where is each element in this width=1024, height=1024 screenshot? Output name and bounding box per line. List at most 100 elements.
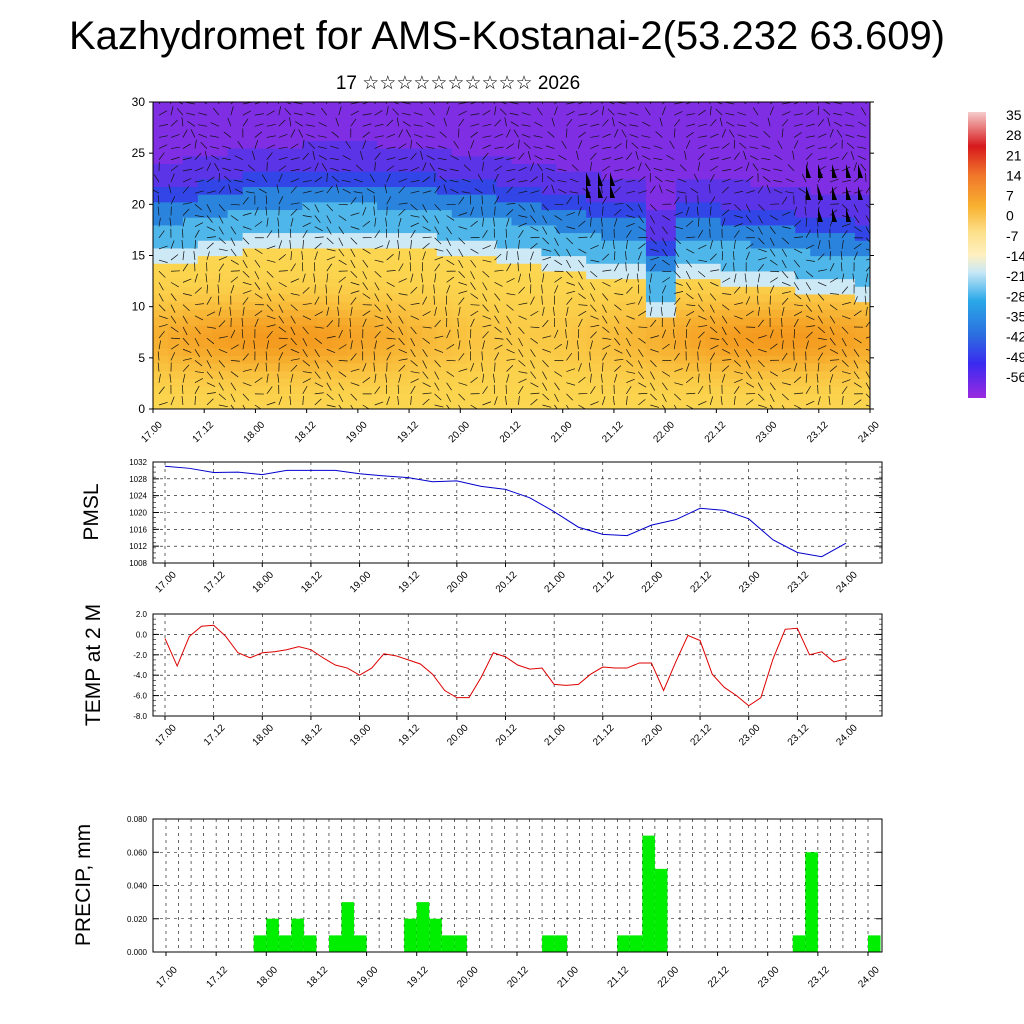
field-cell: [735, 370, 752, 379]
field-cell: [541, 155, 557, 164]
field-cell: [571, 332, 587, 341]
field-cell: [257, 132, 274, 141]
wind-barb: [265, 362, 268, 372]
wind-barb: [401, 112, 411, 116]
wind-barb: [434, 371, 440, 380]
wind-barb: [721, 251, 724, 261]
field-cell: [362, 339, 378, 349]
field-cell: [780, 263, 796, 272]
field-cell: [436, 125, 453, 134]
wind-barb: [302, 360, 311, 367]
field-cell: [227, 163, 244, 172]
wind-barb: [602, 352, 608, 361]
wind-barb: [266, 304, 274, 312]
wind-barb: [542, 185, 549, 194]
wind-barb: [470, 259, 477, 268]
field-cell: [496, 385, 513, 395]
wind-barb: [242, 340, 246, 350]
y-tick-label: 2.0: [136, 610, 148, 619]
field-cell: [645, 132, 662, 141]
field-cell: [810, 332, 826, 341]
wind-barb: [242, 226, 252, 230]
wind-barb: [804, 206, 807, 216]
field-cell: [601, 316, 617, 326]
field-cell: [496, 362, 513, 372]
field-cell: [377, 263, 393, 272]
field-cell: [571, 370, 587, 379]
wind-barb: [506, 348, 515, 354]
field-cell: [182, 224, 199, 234]
wind-barb: [566, 282, 576, 286]
wind-barb: [153, 189, 160, 194]
wind-barb: [415, 142, 423, 149]
wind-barb: [422, 311, 431, 317]
field-cell: [705, 362, 722, 372]
field-cell: [436, 109, 453, 118]
field-cell: [690, 332, 707, 341]
field-cell: [496, 316, 513, 326]
field-cell: [153, 378, 169, 387]
field-cell: [705, 301, 722, 310]
field-cell: [660, 362, 677, 372]
field-cell: [645, 125, 662, 134]
field-cell: [571, 201, 587, 211]
wind-barb: [170, 165, 179, 172]
wind-barb: [302, 337, 308, 347]
x-tick-label: 19.12: [405, 964, 431, 990]
wind-barb: [494, 196, 500, 205]
field-cell: [182, 324, 199, 333]
field-cell: [750, 401, 767, 409]
field-cell: [287, 155, 303, 164]
wind-barb: [230, 237, 236, 246]
field-cell: [317, 355, 333, 364]
field-cell: [466, 247, 483, 257]
field-cell: [645, 293, 662, 303]
wind-barb: [602, 196, 608, 205]
field-cell: [167, 171, 184, 180]
field-cell: [571, 301, 587, 310]
wind-barb: [254, 139, 259, 149]
field-cell: [302, 324, 318, 333]
field-cell: [735, 362, 752, 372]
wind-barb: [732, 251, 735, 261]
wind-barb: [437, 145, 447, 149]
wind-barb: [468, 150, 471, 160]
field-cell: [616, 148, 632, 157]
wind-barb: [317, 146, 327, 149]
field-cell: [810, 132, 826, 141]
wind-barb: [745, 296, 751, 305]
field-cell: [705, 155, 722, 164]
wind-barb: [806, 259, 816, 262]
wind-barb: [542, 371, 548, 380]
wind-flag: [586, 172, 591, 186]
field-cell: [840, 332, 856, 341]
field-cell: [660, 247, 677, 257]
field-cell: [631, 301, 647, 310]
field-cell: [287, 332, 303, 341]
field-cell: [631, 378, 647, 387]
wind-barb: [409, 251, 411, 261]
field-cell: [616, 332, 632, 341]
field-cell: [347, 186, 363, 195]
wind-barb: [242, 353, 249, 361]
field-cell: [167, 132, 184, 141]
wind-barb: [314, 296, 320, 305]
wind-barb: [242, 197, 249, 205]
wind-barb: [206, 311, 216, 317]
wind-barb: [302, 215, 312, 218]
wind-barb: [566, 237, 574, 245]
wind-barb: [518, 230, 524, 238]
field-cell: [436, 209, 453, 218]
wind-barb: [625, 273, 629, 283]
wind-barb: [494, 146, 504, 149]
field-cell: [616, 255, 632, 264]
wind-barb: [386, 315, 392, 324]
wind-barb: [638, 190, 648, 194]
field-cell: [855, 247, 870, 257]
field-cell: [511, 385, 528, 395]
field-cell: [451, 362, 468, 372]
wind-barb: [314, 398, 322, 406]
field-cell: [675, 194, 692, 203]
wind-barb: [422, 284, 424, 294]
wind-barb: [422, 204, 428, 213]
